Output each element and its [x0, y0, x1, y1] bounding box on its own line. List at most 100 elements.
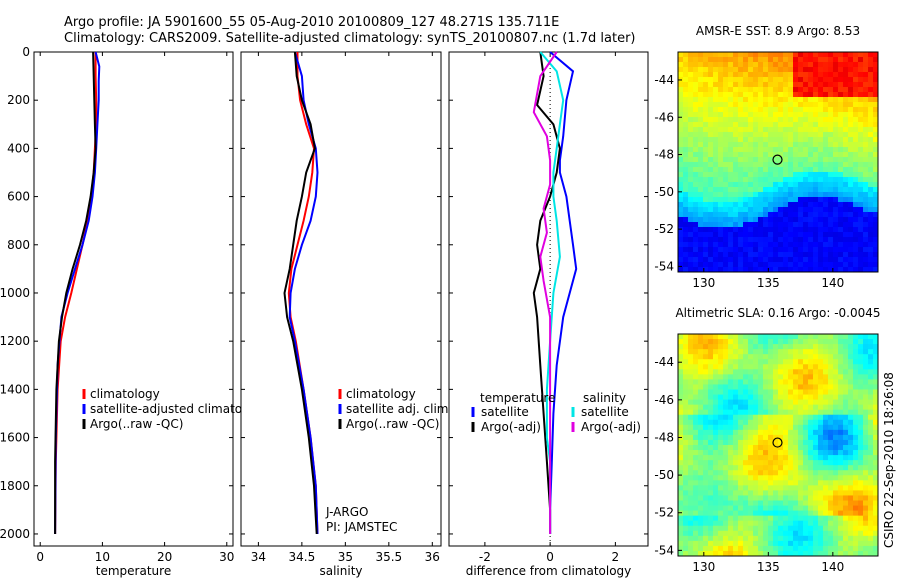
map-cell: [743, 152, 749, 158]
map-cell: [688, 157, 694, 163]
map-cell: [753, 495, 759, 501]
map-cell: [763, 379, 769, 385]
map-cell: [838, 247, 844, 253]
map-cell: [738, 197, 744, 203]
map-cell: [788, 525, 794, 532]
map-cell: [693, 207, 699, 213]
map-cell: [843, 237, 849, 243]
map-cell: [798, 127, 804, 133]
map-cell: [778, 197, 784, 203]
map-cell: [838, 384, 844, 390]
map-cell: [688, 530, 694, 537]
map-cell: [763, 237, 769, 243]
map-cell: [838, 172, 844, 178]
map-cell: [873, 167, 879, 173]
map-cell: [873, 142, 879, 148]
map-cell: [718, 364, 724, 370]
map-cell: [853, 262, 859, 268]
map-cell: [798, 424, 804, 431]
map-cell: [868, 112, 874, 118]
map-cell: [778, 77, 784, 83]
map-cell: [758, 182, 764, 188]
map-cell: [838, 540, 844, 547]
map-cell: [753, 465, 759, 471]
map-cell: [798, 257, 804, 263]
map-cell: [853, 399, 859, 406]
map-cell: [843, 92, 849, 98]
map-cell: [873, 212, 879, 218]
map-cell: [873, 354, 879, 360]
map-cell: [678, 525, 684, 532]
map-cell: [748, 490, 754, 496]
map-cell: [678, 354, 684, 360]
map-cell: [688, 142, 694, 148]
map-cell: [808, 394, 814, 400]
map-cell: [758, 262, 764, 268]
map-cell: [863, 72, 869, 78]
map-cell: [773, 257, 779, 263]
y-tick-label: -46: [654, 110, 674, 124]
map-cell: [728, 252, 734, 258]
map-cell: [703, 495, 709, 501]
map-cell: [743, 212, 749, 218]
map-cell: [798, 137, 804, 143]
map-cell: [748, 217, 754, 223]
map-cell: [698, 344, 704, 350]
legend-header: salinity: [583, 391, 626, 405]
map-cell: [863, 182, 869, 188]
map-cell: [738, 429, 744, 436]
map-cell: [823, 394, 829, 400]
legend-entry: Argo(-adj): [481, 420, 541, 434]
map-cell: [743, 364, 749, 370]
map-cell: [683, 480, 689, 486]
map-cell: [778, 354, 784, 360]
map-cell: [768, 82, 774, 88]
map-cell: [743, 515, 749, 522]
map-cell: [718, 252, 724, 258]
map-cell: [718, 257, 724, 263]
map-cell: [788, 475, 794, 481]
map-cell: [788, 460, 794, 466]
map-cell: [728, 414, 734, 421]
map-cell: [843, 142, 849, 148]
map-cell: [868, 450, 874, 456]
map-cell: [718, 339, 724, 345]
map-cell: [683, 202, 689, 208]
map-cell: [848, 414, 854, 421]
series-line: [532, 51, 561, 534]
map-cell: [803, 455, 809, 461]
map-cell: [798, 52, 804, 58]
map-cell: [778, 177, 784, 183]
map-cell: [698, 540, 704, 547]
map-cell: [793, 182, 799, 188]
map-cell: [863, 242, 869, 248]
map-cell: [843, 424, 849, 431]
map-cell: [768, 232, 774, 238]
map-cell: [818, 520, 824, 527]
map-cell: [758, 515, 764, 522]
map-cell: [738, 394, 744, 400]
map-cell: [678, 445, 684, 451]
map-cell: [708, 267, 714, 273]
map-cell: [833, 257, 839, 263]
map-cell: [738, 480, 744, 486]
map-cell: [768, 77, 774, 83]
map-cell: [698, 97, 704, 103]
map-cell: [723, 167, 729, 173]
map-cell: [863, 147, 869, 153]
map-cell: [848, 404, 854, 411]
map-cell: [763, 257, 769, 263]
map-cell: [703, 404, 709, 411]
map-cell: [758, 147, 764, 153]
map-cell: [773, 227, 779, 233]
map-cell: [788, 455, 794, 461]
map-cell: [688, 339, 694, 345]
map-cell: [703, 334, 709, 340]
map-cell: [763, 212, 769, 218]
map-cell: [748, 142, 754, 148]
map-cell: [868, 52, 874, 58]
map-cell: [728, 525, 734, 532]
map-cell: [783, 510, 789, 517]
map-cell: [818, 495, 824, 501]
map-cell: [728, 197, 734, 203]
